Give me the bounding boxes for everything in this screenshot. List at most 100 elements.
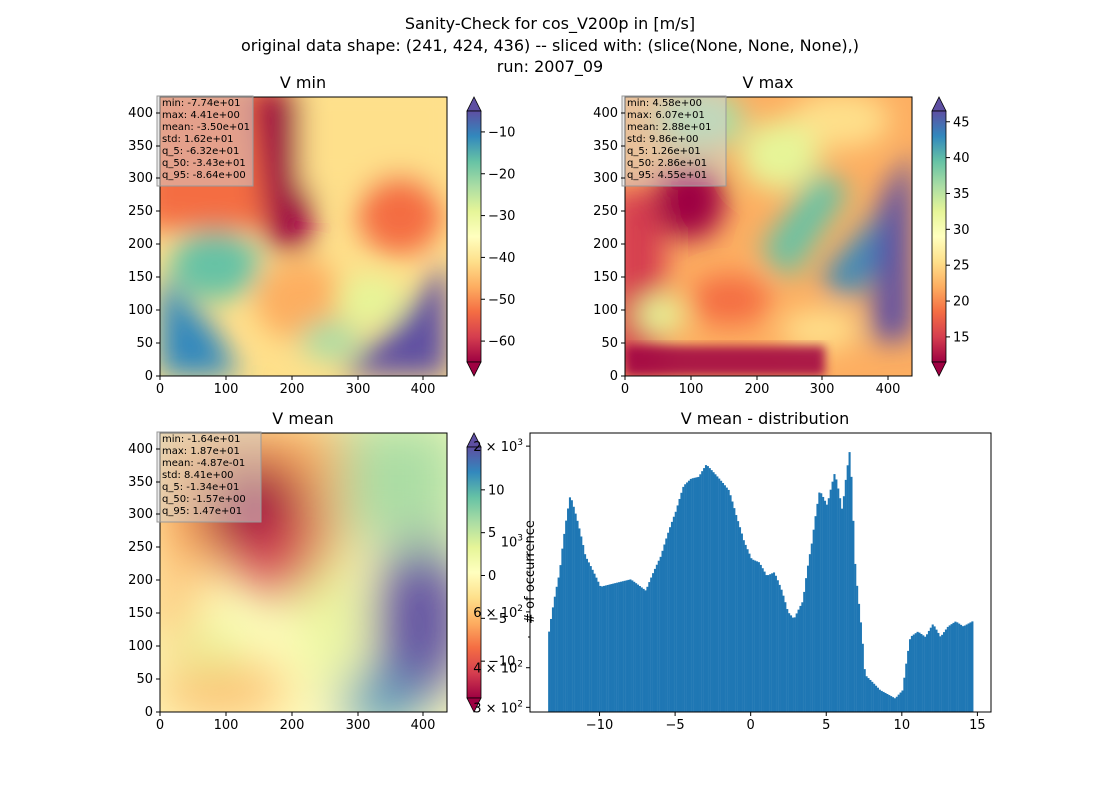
hist-bar xyxy=(922,635,925,712)
hist-bar xyxy=(568,497,572,712)
hist-bar xyxy=(680,492,683,712)
hist-bar xyxy=(593,573,596,712)
hist-bar xyxy=(629,579,632,712)
hist-bar xyxy=(648,582,651,712)
hist-bar xyxy=(946,626,949,712)
hist-bar xyxy=(963,625,966,712)
hist-bar xyxy=(890,696,893,712)
hist-bar xyxy=(612,583,615,712)
hist-bar xyxy=(954,621,957,712)
vmin-stat-std: std: 1.62e+01 xyxy=(162,134,234,145)
hist-bar xyxy=(727,489,730,712)
vmax-xtick-100: 100 xyxy=(679,382,704,397)
vmean-stat-mean: mean: -4.87e-01 xyxy=(162,458,245,469)
hist-bar xyxy=(822,496,825,712)
hist-bar xyxy=(788,613,791,712)
hist-bar xyxy=(746,549,749,712)
hist-bar xyxy=(572,506,575,712)
hist-bar xyxy=(793,617,796,712)
hist-bar xyxy=(880,690,883,712)
vmean-xtick-400: 400 xyxy=(411,718,436,733)
vmean-colorbar-tick-label: −5 xyxy=(488,612,507,627)
vmin-stat-mean: mean: -3.50e+01 xyxy=(162,122,250,133)
vmin-ytick-350: 350 xyxy=(128,139,153,154)
hist-bar xyxy=(678,498,681,712)
hist-bar xyxy=(833,474,836,712)
hist-ytick-label: 4 × 102 xyxy=(473,660,523,677)
vmax-stat-q5: q_5: 1.26e+01 xyxy=(627,146,701,157)
hist-bar xyxy=(782,595,785,712)
hist-bar xyxy=(653,568,657,712)
vmean-title: V mean xyxy=(272,409,333,428)
vmax-colorbar-tick-label: 35 xyxy=(953,187,970,202)
hist-bar xyxy=(839,498,842,712)
hist-bar xyxy=(846,465,849,712)
hist-bar xyxy=(608,584,611,712)
vmean-colorbar: −10 −5 0 5 10 xyxy=(466,432,515,713)
vmin-stat-q95: q_95: -8.64e+00 xyxy=(162,170,246,181)
vmin-ytick-300: 300 xyxy=(128,171,153,186)
hist-bar xyxy=(723,485,726,712)
hist-bar xyxy=(585,558,589,712)
panel-vmean: V mean min: -1.64e+01 max: 1.87e+01 mean… xyxy=(128,409,515,733)
hist-bar xyxy=(956,622,959,712)
hist-bar xyxy=(672,516,675,712)
vmin-ytick-0: 0 xyxy=(145,369,153,384)
vmin-xtick-200: 200 xyxy=(280,382,305,397)
hist-bar xyxy=(644,590,647,712)
hist-bar xyxy=(967,623,970,712)
hist-bar xyxy=(601,586,604,712)
hist-bar xyxy=(888,695,891,712)
hist-bar xyxy=(604,585,607,712)
hist-bars xyxy=(548,452,974,712)
hist-bar xyxy=(595,577,598,712)
hist-bar xyxy=(806,565,810,712)
hist-bar xyxy=(865,676,868,712)
hist-xtick-label: 10 xyxy=(894,718,911,733)
hist-bar xyxy=(952,622,955,712)
vmax-ytick-50: 50 xyxy=(601,336,618,351)
vmax-ytick-350: 350 xyxy=(593,139,618,154)
hist-bar xyxy=(744,544,747,712)
hist-bar xyxy=(659,556,662,712)
hist-bar xyxy=(759,564,762,712)
hist-bar xyxy=(729,495,732,712)
hist-bar xyxy=(950,624,953,712)
hist-bar xyxy=(897,694,900,712)
hist-bar xyxy=(589,566,592,712)
hist-bar xyxy=(876,687,879,712)
vmax-xtick-300: 300 xyxy=(810,382,835,397)
hist-bar xyxy=(582,545,585,712)
vmax-colorbar-tick-label: 30 xyxy=(953,223,970,238)
hist-bar xyxy=(733,508,736,712)
vmin-colorbar-tick-label: −40 xyxy=(488,251,515,266)
hist-bar xyxy=(718,478,721,712)
hist-bar xyxy=(873,683,876,712)
vmin-ytick-200: 200 xyxy=(128,237,153,252)
hist-bar xyxy=(791,617,794,712)
vmin-xtick-300: 300 xyxy=(346,382,371,397)
hist-bar xyxy=(801,602,804,712)
vmin-xtick-400: 400 xyxy=(411,382,436,397)
hist-bar xyxy=(882,691,885,712)
hist-bar xyxy=(551,607,555,712)
vmax-colorbar-tick-label: 25 xyxy=(953,259,970,274)
hist-bar xyxy=(816,503,819,712)
hist-bar xyxy=(742,540,745,712)
hist-bar xyxy=(669,527,672,712)
hist-bar xyxy=(570,500,573,712)
hist-bar xyxy=(786,609,789,712)
hist-xtick-label: −5 xyxy=(666,718,685,733)
hist-bar xyxy=(780,589,783,712)
hist-ylabel: # of occurrence xyxy=(523,520,538,624)
hist-xtick-label: 15 xyxy=(969,718,986,733)
vmax-colorbar-tick-label: 15 xyxy=(953,330,970,345)
hist-bar xyxy=(561,548,564,712)
hist-bar xyxy=(616,582,619,712)
hist-bar xyxy=(636,584,640,712)
vmean-ytick-100: 100 xyxy=(128,639,153,654)
hist-bar xyxy=(714,474,717,712)
hist-y-ticks: 3 × 102 4 × 102 6 × 102 103 2 × 103 xyxy=(473,438,530,716)
hist-bar xyxy=(606,584,609,712)
vmean-colorbar-tick-label: 10 xyxy=(488,483,505,498)
